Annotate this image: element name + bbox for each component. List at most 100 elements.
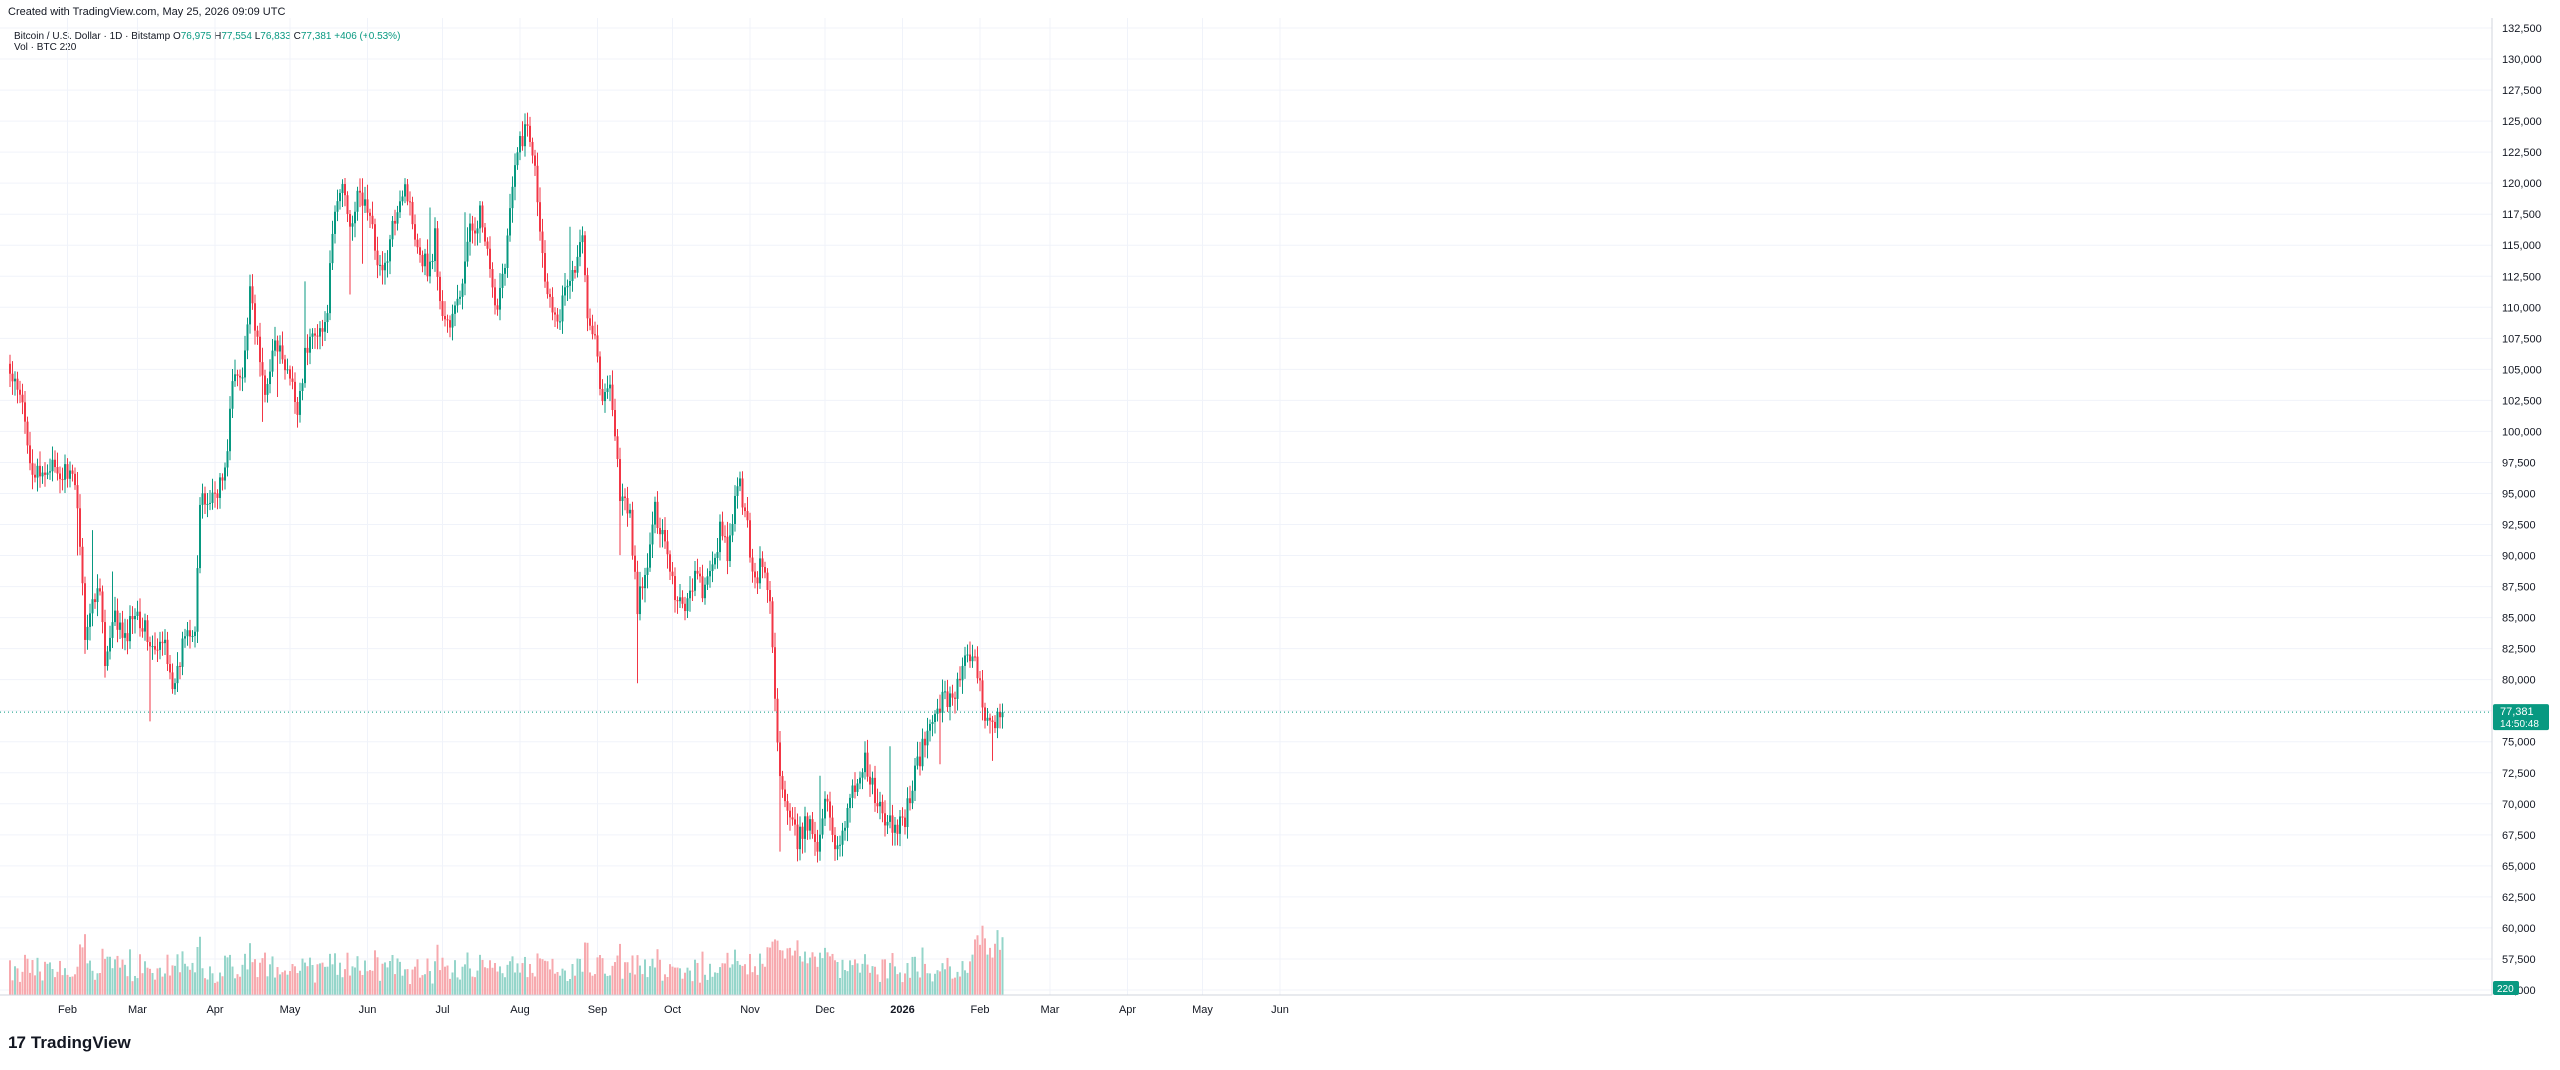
volume-bar bbox=[541, 959, 544, 995]
volume-bar bbox=[651, 958, 654, 995]
volume-bar bbox=[719, 967, 721, 995]
candle-body bbox=[324, 322, 326, 332]
volume-bar bbox=[724, 963, 726, 995]
candle-body bbox=[726, 536, 729, 562]
bar-countdown: 14:50:48 bbox=[2500, 719, 2539, 730]
candle-body bbox=[281, 345, 284, 360]
volume-bar bbox=[896, 974, 899, 995]
candle-body bbox=[359, 190, 361, 193]
candle-body bbox=[666, 541, 669, 555]
candle-body bbox=[704, 584, 706, 599]
volume-bar bbox=[596, 957, 599, 995]
candle-body bbox=[491, 269, 494, 288]
volume-bar bbox=[616, 955, 619, 995]
volume-bar bbox=[769, 947, 771, 995]
volume-bar bbox=[199, 936, 201, 995]
tradingview-logo[interactable]: 17 TradingView bbox=[8, 1033, 131, 1053]
volume-bar bbox=[679, 968, 681, 995]
volume-bar bbox=[436, 944, 439, 995]
candle-body bbox=[686, 598, 689, 612]
volume-bar bbox=[26, 958, 29, 995]
candle-body bbox=[524, 124, 526, 147]
volume-bar bbox=[434, 961, 436, 995]
volume-bar bbox=[974, 939, 976, 995]
volume-bar bbox=[819, 952, 821, 995]
volume-bar bbox=[509, 961, 511, 995]
candle-body bbox=[921, 738, 924, 767]
volume-bar bbox=[311, 965, 314, 995]
time-tick-label: May bbox=[1192, 1004, 1213, 1016]
price-tick-label: 117,500 bbox=[2502, 209, 2541, 221]
candle-body bbox=[289, 369, 291, 379]
candle-body bbox=[299, 391, 301, 415]
volume-bar bbox=[59, 960, 61, 995]
volume-bar bbox=[249, 943, 251, 995]
candle-body bbox=[571, 270, 574, 281]
candle-body bbox=[344, 184, 346, 196]
candle-body bbox=[734, 495, 736, 524]
candle-body bbox=[501, 273, 504, 288]
volume-bar bbox=[159, 967, 161, 995]
symbol-name[interactable]: Bitcoin / U.S. Dollar · 1D · Bitstamp bbox=[14, 31, 171, 42]
candle-body bbox=[49, 471, 51, 473]
volume-bar bbox=[794, 950, 796, 995]
volume-bar bbox=[749, 953, 751, 995]
volume-bar bbox=[181, 951, 184, 995]
volume-bar bbox=[539, 958, 541, 995]
volume-bar bbox=[921, 947, 924, 995]
volume-bar bbox=[221, 976, 224, 995]
volume-bar bbox=[496, 971, 499, 995]
candle-body bbox=[99, 588, 101, 592]
candle-body bbox=[186, 630, 189, 637]
volume-bar bbox=[444, 966, 446, 995]
volume-bar bbox=[609, 975, 611, 995]
volume-bar bbox=[869, 972, 871, 995]
volume-bar bbox=[661, 980, 664, 995]
volume-bar bbox=[299, 970, 301, 995]
candle-body bbox=[144, 620, 146, 632]
volume-bar bbox=[361, 974, 364, 995]
price-tick-label: 67,500 bbox=[2502, 830, 2536, 842]
volume-bar bbox=[599, 955, 601, 995]
candle-body bbox=[919, 756, 921, 767]
candle-body bbox=[16, 378, 19, 390]
volume-bar bbox=[431, 983, 434, 995]
candle-body bbox=[991, 720, 994, 722]
volume-label[interactable]: Vol · BTC bbox=[14, 42, 57, 53]
volume-bar bbox=[811, 952, 814, 995]
volume-bar bbox=[136, 978, 139, 995]
candle-body bbox=[179, 665, 181, 667]
candle-body bbox=[534, 155, 536, 166]
volume-bar bbox=[886, 978, 889, 995]
volume-bar bbox=[341, 977, 344, 995]
candle-body bbox=[399, 201, 401, 213]
volume-bar bbox=[364, 960, 366, 995]
grid-lines bbox=[0, 18, 2492, 995]
volume-bar bbox=[116, 955, 119, 995]
volume-bar bbox=[524, 956, 526, 995]
time-axis[interactable]: Feb Mar Apr May Jun Jul Aug Sep Oct Nov Dec 2026 Feb… bbox=[58, 1004, 1289, 1016]
volume-bar bbox=[209, 966, 211, 995]
candle-body bbox=[56, 467, 59, 474]
candle-body bbox=[41, 472, 44, 477]
candle-body bbox=[709, 571, 711, 577]
candle-body bbox=[166, 639, 169, 665]
time-tick-label: Mar bbox=[1041, 1004, 1060, 1016]
volume-bar bbox=[766, 947, 769, 995]
tradingview-mark-icon: 17 bbox=[8, 1033, 26, 1052]
candle-body bbox=[646, 567, 649, 575]
volume-bar bbox=[881, 959, 884, 995]
candle-body bbox=[14, 378, 16, 382]
volume-bar bbox=[331, 964, 334, 995]
volume-bar bbox=[96, 973, 99, 995]
candle-body bbox=[719, 521, 721, 553]
price-axis[interactable]: 55,00057,50060,00062,50065,00067,50070,0… bbox=[0, 18, 2542, 997]
candle-body bbox=[569, 280, 571, 286]
candle-body bbox=[631, 509, 634, 556]
volume-bar bbox=[559, 975, 561, 995]
volume-bar bbox=[314, 982, 316, 995]
candle-body bbox=[91, 599, 94, 614]
volume-bar bbox=[129, 949, 131, 995]
volume-bar bbox=[394, 974, 396, 995]
